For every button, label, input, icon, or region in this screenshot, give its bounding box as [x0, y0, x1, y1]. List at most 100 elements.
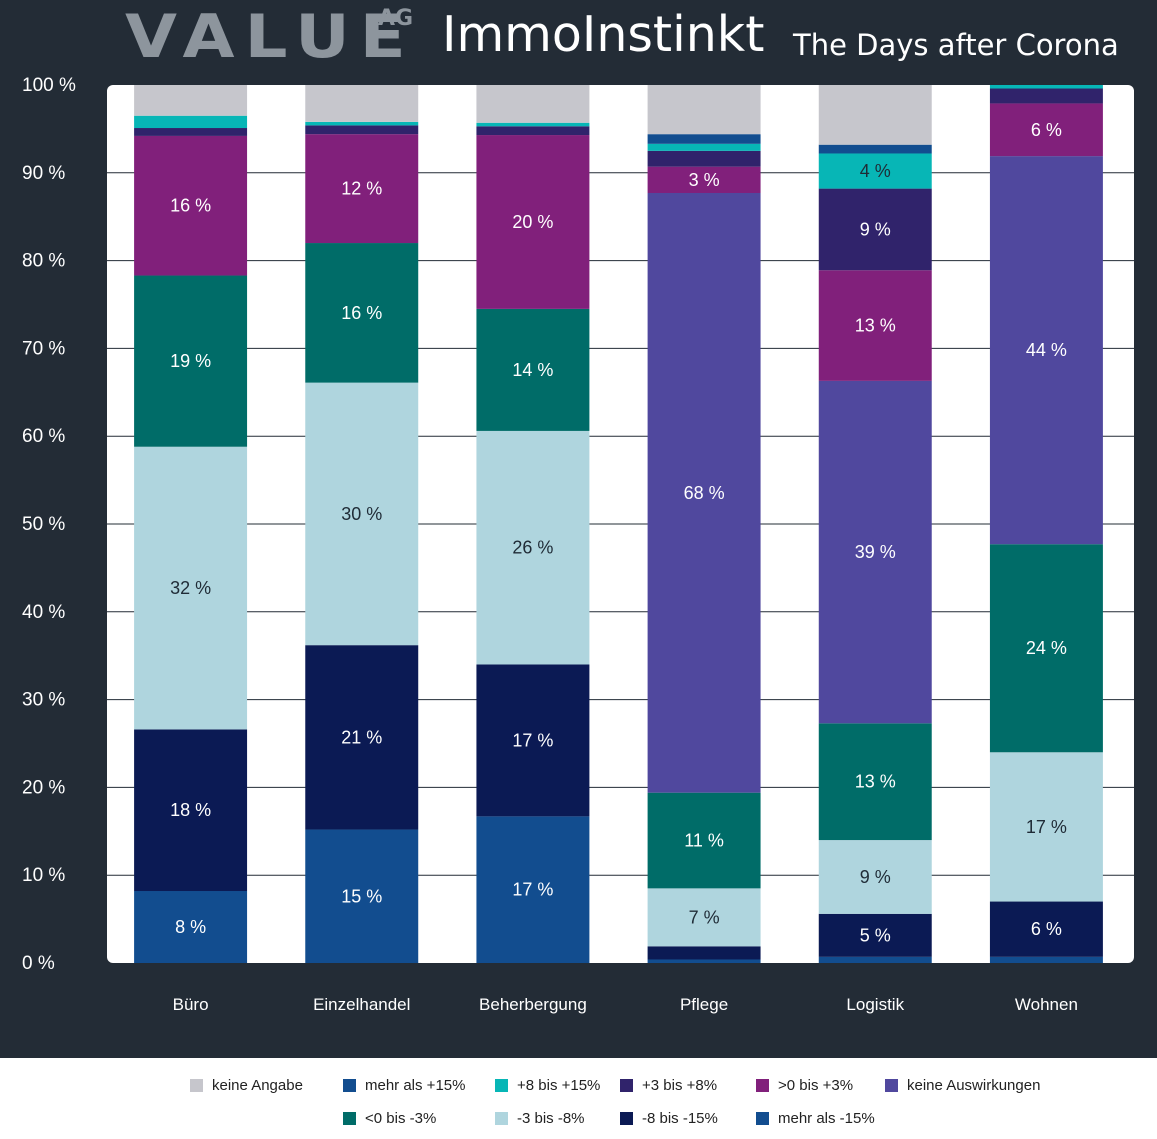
bar-segment — [818, 956, 932, 963]
data-label: 30 % — [341, 504, 382, 524]
legend-label: keine Angabe — [212, 1076, 303, 1094]
bar-segment — [647, 166, 761, 193]
bar-segment — [476, 816, 590, 963]
legend-item: keine Angabe — [190, 1075, 303, 1095]
bar-segment — [476, 122, 590, 127]
bar-segment — [989, 103, 1103, 157]
bar-segment — [818, 723, 932, 841]
legend-label: keine Auswirkungen — [907, 1076, 1041, 1094]
bar-segment — [305, 125, 419, 135]
legend-item: +3 bis +8% — [620, 1075, 717, 1095]
x-tick-label: Wohnen — [1015, 995, 1078, 1014]
y-tick-label: 0 % — [22, 953, 55, 974]
x-tick-label: Logistik — [846, 995, 904, 1014]
bar-segment — [647, 134, 761, 144]
data-label: 14 % — [512, 360, 553, 380]
data-label: 6 % — [1031, 120, 1062, 140]
legend-item: mehr als -15% — [756, 1108, 875, 1128]
bar-segment — [647, 150, 761, 167]
bar-segment — [989, 901, 1103, 957]
data-label: 44 % — [1026, 340, 1067, 360]
bar-segment — [476, 85, 590, 123]
bar-segment — [134, 891, 248, 963]
bar-segment — [134, 446, 248, 730]
bar-segment — [476, 664, 590, 817]
data-label: 12 % — [341, 179, 382, 199]
legend-item: -3 bis -8% — [495, 1108, 585, 1128]
chart-legend: keine Angabe mehr als +15% +8 bis +15% +3 b… — [0, 1060, 1157, 1139]
data-label: 16 % — [170, 196, 211, 216]
bar-segment — [134, 115, 248, 129]
y-tick-label: 50 % — [22, 514, 65, 535]
bar-segment — [305, 85, 419, 122]
company-logo: VALUE — [125, 2, 416, 72]
bar-segment — [989, 956, 1103, 963]
company-logo-suffix: AG — [378, 6, 414, 31]
bar-segment — [305, 382, 419, 646]
bar-segment — [476, 126, 590, 136]
bar-segment — [989, 544, 1103, 753]
bar-segment — [305, 121, 419, 126]
data-label: 7 % — [689, 907, 720, 927]
data-label: 17 % — [512, 880, 553, 900]
bar-segment — [134, 85, 248, 116]
data-label: 19 % — [170, 351, 211, 371]
bar-segment — [305, 243, 419, 383]
data-label: 17 % — [1026, 817, 1067, 837]
legend-swatch — [620, 1078, 633, 1092]
x-tick-label: Beherbergung — [479, 995, 587, 1014]
data-label: 13 % — [855, 316, 896, 336]
bar-segment — [647, 792, 761, 889]
x-tick-label: Pflege — [680, 995, 728, 1014]
legend-swatch — [495, 1078, 508, 1092]
bar-segment — [818, 188, 932, 271]
y-tick-label: 40 % — [22, 602, 65, 623]
legend-label: >0 bis +3% — [778, 1076, 854, 1094]
data-label: 3 % — [689, 170, 720, 190]
bar-segment — [818, 85, 932, 145]
data-label: 32 % — [170, 578, 211, 598]
header: VALUE AG ImmoInstinkt The Days after Cor… — [0, 0, 1157, 72]
y-tick-label: 60 % — [22, 426, 65, 447]
data-label: 15 % — [341, 886, 382, 906]
legend-item: mehr als +15% — [343, 1075, 465, 1095]
bar-segment — [647, 959, 761, 963]
data-label: 16 % — [341, 303, 382, 323]
data-label: 8 % — [175, 917, 206, 937]
legend-item: >0 bis +3% — [756, 1075, 853, 1095]
bar-segment — [134, 128, 248, 136]
y-tick-label: 80 % — [22, 251, 65, 272]
legend-item: <0 bis -3% — [343, 1108, 436, 1128]
legend-label: mehr als -15% — [778, 1109, 875, 1127]
legend-swatch — [343, 1078, 356, 1092]
y-tick-label: 100 % — [22, 75, 76, 96]
x-tick-label: Einzelhandel — [313, 995, 410, 1014]
bar-segment — [818, 144, 932, 154]
legend-swatch — [756, 1111, 769, 1125]
data-label: 9 % — [860, 867, 891, 887]
brand-title: ImmoInstinkt — [442, 6, 765, 63]
bar-segment — [989, 156, 1103, 545]
data-label: 17 % — [512, 730, 553, 750]
data-label: 26 % — [512, 538, 553, 558]
y-tick-label: 90 % — [22, 163, 65, 184]
data-label: 24 % — [1026, 638, 1067, 658]
legend-label: +8 bis +15% — [517, 1076, 601, 1094]
bar-segment — [818, 380, 932, 724]
bar-segment — [818, 840, 932, 914]
bar-segment — [647, 143, 761, 151]
legend-item: -8 bis -15% — [620, 1108, 718, 1128]
bar-segment — [647, 192, 761, 793]
bar-segment — [818, 270, 932, 381]
bar-segment — [305, 645, 419, 830]
bar-segment — [647, 888, 761, 947]
bar-segment — [647, 946, 761, 960]
bar-segment — [476, 308, 590, 431]
bar-segment — [818, 153, 932, 189]
data-label: 68 % — [684, 483, 725, 503]
legend-item: keine Auswirkungen — [885, 1075, 1040, 1095]
legend-label: <0 bis -3% — [365, 1109, 437, 1127]
bar-segment — [989, 88, 1103, 104]
x-tick-label: Büro — [173, 995, 209, 1014]
bar-segment — [647, 85, 761, 135]
